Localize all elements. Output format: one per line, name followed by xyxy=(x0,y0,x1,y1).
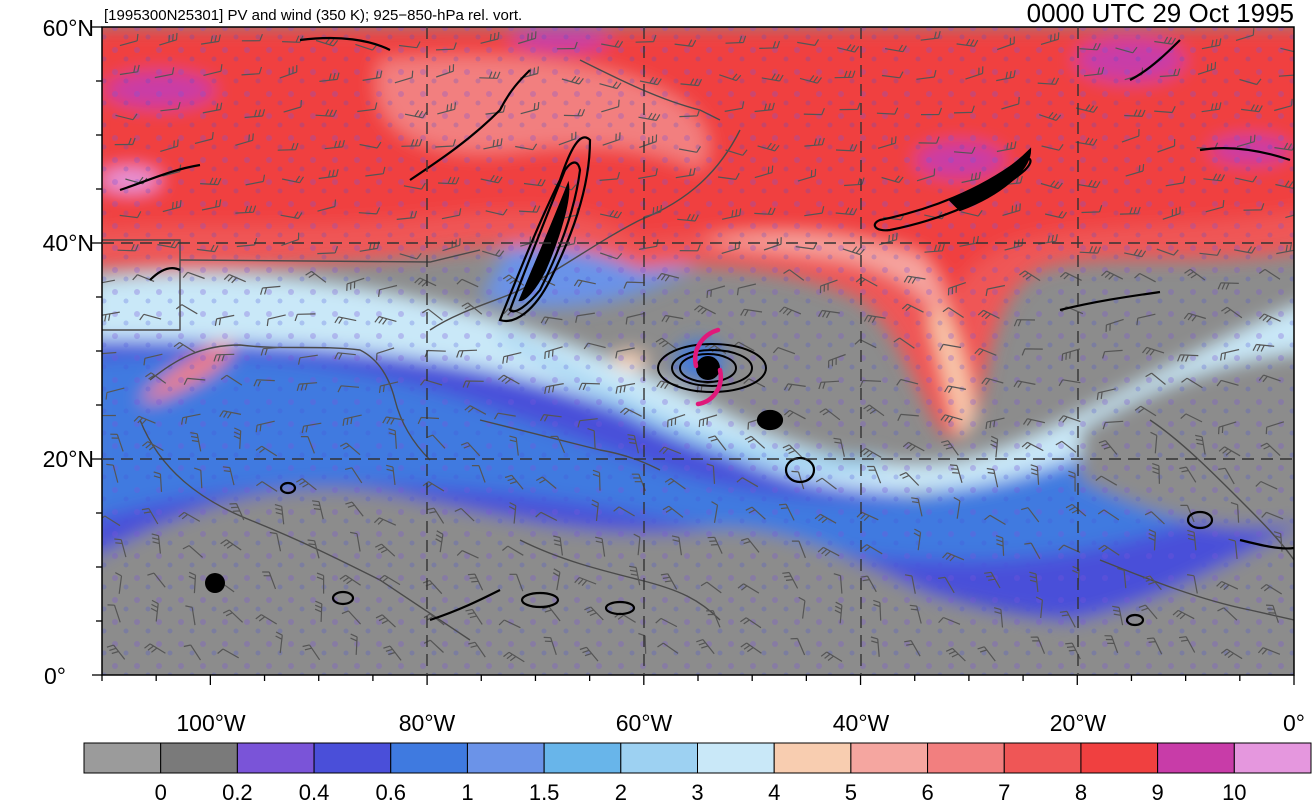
colorbar-swatch xyxy=(773,742,852,774)
colorbar-label: 6 xyxy=(921,780,933,804)
lat-label: 0° xyxy=(44,663,66,689)
colorbar-swatch xyxy=(83,742,162,774)
colorbar-swatch xyxy=(1003,742,1082,774)
colorbar-swatch xyxy=(466,742,545,774)
lon-axis: 100°W 80°W 60°W 40°W 20°W 0° xyxy=(176,710,1305,736)
colorbar-swatch xyxy=(850,742,929,774)
map-title: [1995300N25301] PV and wind (350 K); 925… xyxy=(104,7,522,24)
colorbar-swatch xyxy=(160,742,238,774)
lat-label: 20°N xyxy=(43,446,94,472)
colorbar-swatch xyxy=(1157,742,1235,774)
tropical-cyclone-icon xyxy=(692,327,724,407)
colorbar-swatch xyxy=(390,742,468,774)
colorbar-swatch xyxy=(697,742,775,774)
vorticity-contours xyxy=(119,36,1294,627)
coastlines xyxy=(102,59,1294,641)
colorbar-label: 8 xyxy=(1075,780,1087,804)
lat-label: 60°N xyxy=(43,15,94,41)
colorbar-swatch xyxy=(1080,742,1159,774)
colorbar-swatch xyxy=(313,742,392,774)
lon-label: 20°W xyxy=(1050,710,1107,736)
colorbar-label: 0 xyxy=(155,780,167,804)
colorbar-swatch xyxy=(927,742,1005,774)
lon-label: 80°W xyxy=(399,710,456,736)
wind-barbs xyxy=(102,28,1294,663)
colorbar-swatch xyxy=(620,742,698,774)
lon-label: 100°W xyxy=(176,710,246,736)
colorbar-label: 0.6 xyxy=(375,780,406,804)
colorbar-label: 7 xyxy=(998,780,1010,804)
colorbar-label: 1 xyxy=(461,780,473,804)
colorbar-label: 4 xyxy=(768,780,780,804)
vorticity-max xyxy=(205,573,225,593)
colorbar-label: 9 xyxy=(1152,780,1164,804)
valid-time: 0000 UTC 29 Oct 1995 xyxy=(1027,0,1294,28)
colorbar-label: 0.4 xyxy=(299,780,330,804)
colorbar-label: 10 xyxy=(1222,780,1246,804)
colorbar-swatch xyxy=(236,742,315,774)
colorbar-label: 5 xyxy=(845,780,857,804)
colorbar: 0 0.2 0.4 0.6 1 1.5 2 3 4 5 6 7 8 9 10 xyxy=(83,742,1312,804)
map-grid xyxy=(92,26,1295,685)
lat-axis: 60°N 40°N 20°N 0° xyxy=(43,15,94,689)
lon-label: 40°W xyxy=(833,710,890,736)
colorbar-label: 1.5 xyxy=(529,780,560,804)
colorbar-label: 2 xyxy=(615,780,627,804)
colorbar-label: 0.2 xyxy=(222,780,253,804)
colorbar-label: 3 xyxy=(691,780,703,804)
colorbar-swatch xyxy=(543,742,622,774)
storm-vortex xyxy=(657,343,767,393)
colorbar-swatch xyxy=(1233,742,1312,774)
lat-label: 40°N xyxy=(43,230,94,256)
lon-label: 0° xyxy=(1283,710,1305,736)
lon-label: 60°W xyxy=(616,710,673,736)
